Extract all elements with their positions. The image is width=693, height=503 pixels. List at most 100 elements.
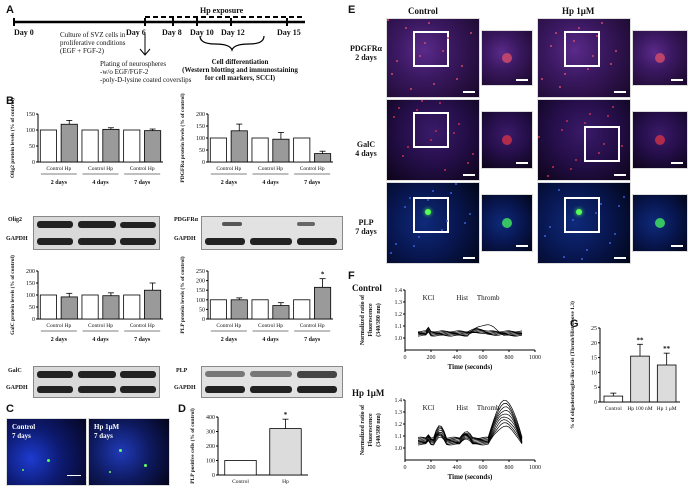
cell-dot [575,159,577,161]
cell-dot [467,162,469,164]
group-category-label: Control Hp [216,166,241,172]
zoomed-cell [502,135,512,145]
cell-dot [432,190,434,192]
y-tick-label: 0 [32,317,35,323]
e-zoom-plp-control [481,194,533,252]
y-tick-label: 150 [196,288,205,294]
cell-dot [472,153,474,155]
timepoint-label: 7 days [134,337,151,343]
bar [60,296,78,320]
cell-dot [447,37,449,39]
cell-dot [558,189,560,191]
x-tick-label: 0 [404,355,407,361]
y-tick-label: 0 [212,473,215,479]
bar [39,129,57,163]
cell-dot [555,32,557,34]
group-category-label: Control Hp [46,166,71,172]
timepoint-label: 4 days [92,180,109,186]
cell-dot [407,146,409,148]
y-tick-label: 200 [196,279,205,285]
calcium-trace [417,403,523,440]
cell-dot [544,235,546,237]
pdgfra-blot-label: PDGFRα [174,217,199,223]
cell-dot [442,50,444,52]
cell-dot [469,213,471,215]
y-tick-label: 1.3 [395,300,403,306]
x-tick-label: 800 [505,355,514,361]
y-axis-label: Fluorescence [368,413,374,447]
gapdh-blot-label-1: GAPDH [6,236,28,242]
cell-dot [461,65,463,67]
y-axis-label: % of oligodendroglia-like cells (Thrmb/H… [569,301,576,429]
category-label: Hp 100 nM [627,406,652,412]
cell-dot [584,122,586,124]
bar [630,355,650,403]
cell-dot [589,113,591,115]
cell-dot [398,107,400,109]
cell-dot [564,73,566,75]
micrograph-c-hp: Hp 1μM 7 days [88,418,170,486]
e-zoom-galc-control [481,111,533,169]
cell-dot [395,243,397,245]
zoom-box [413,31,449,67]
timepoint-label: 2 days [51,337,68,343]
cell-dot [416,109,418,111]
cell-dot [566,120,568,122]
cell-dot [549,226,551,228]
group-category-label: Control Hp [46,323,71,329]
cell-dot [578,27,580,29]
x-tick-label: 600 [479,355,488,361]
panel-label-c: C [6,403,14,415]
event-label: Hist [456,294,468,302]
calcium-trace [417,425,523,446]
cell-dot [390,252,392,254]
calcium-control-chart: 0 200 400 600 800 1000 1.0 1.1 1.2 1.3 1.4 Time (se… [360,288,541,371]
e-col-hp: Hp 1μM [562,6,595,16]
cell-dot [396,60,398,62]
plp-bar-chart: 0 50 100 150 200 250 PLP protein levels (% of … [179,256,333,343]
cell-dot [614,233,616,235]
calcium-trace [417,410,523,442]
y-tick-label: 25 [591,326,597,332]
micrograph-c-control: Control 7 days [6,418,87,486]
cell-dot [427,199,429,201]
scale-bar [516,79,528,81]
calcium-trace [417,331,523,336]
y-axis-label: (340/380 nm) [375,303,382,337]
scale-bar [614,91,626,93]
scale-bar [516,245,528,247]
y-tick-label: 150 [26,281,35,287]
event-label: Hist [456,404,468,412]
group-category-label: Control Hp [88,166,113,172]
y-tick-label: 0 [594,400,597,406]
cell-dot [573,40,575,42]
bar [123,294,141,320]
timepoint-label: 2 days [221,180,238,186]
timepoint-label: 7 days [134,180,151,186]
scale-bar [671,245,683,247]
y-tick-label: 250 [196,269,205,275]
bar [144,130,162,163]
cell-dot [621,145,623,147]
cell-dot [598,152,600,154]
y-tick-label: 100 [26,293,35,299]
bar [293,299,311,320]
cell-dot [402,155,404,157]
bar [81,294,99,320]
zoomed-cell [502,218,512,228]
e-micrograph-galc-control [386,99,480,181]
cell-dot [419,55,421,57]
cell-dot [607,115,609,117]
cell-dot [552,166,554,168]
y-axis-label: Olig2 protein levels (% of control) [9,98,16,178]
group-category-label: Control Hp [300,323,325,329]
bar [269,428,302,476]
timepoint-label: 4 days [262,180,279,186]
bar [230,130,248,163]
y-tick-label: 100 [26,128,35,134]
cell-dot [587,68,589,70]
group-category-label: Control Hp [216,323,241,329]
bar [293,137,311,163]
cell-dot [470,32,472,34]
scale-bar [671,162,683,164]
